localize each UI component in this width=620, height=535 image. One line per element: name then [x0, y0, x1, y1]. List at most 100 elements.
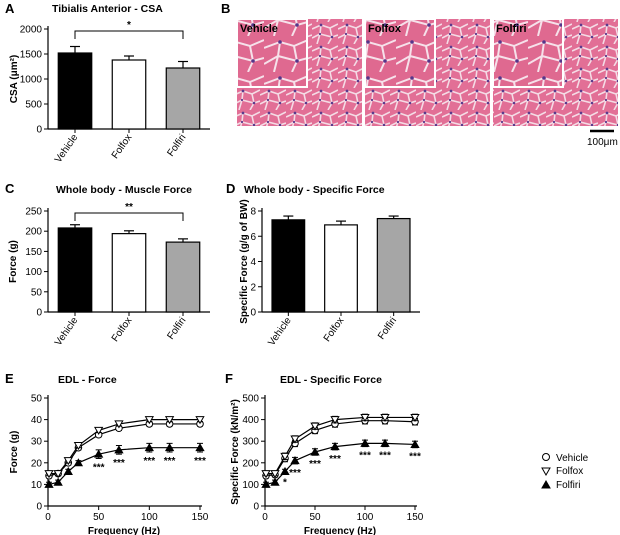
chart-e-xlabel: Frequency (Hz) [88, 526, 160, 535]
histology-image-vehicle [236, 18, 362, 126]
chart-f-ytick-label: 400 [242, 415, 259, 426]
chart-a-significance-bracket [74, 30, 184, 39]
chart-c-ytick-label: 250 [25, 207, 42, 218]
chart-f-significance-label: *** [309, 459, 321, 470]
chart-c-ytick-label: 150 [25, 247, 42, 258]
chart-f-point-folfox [261, 470, 271, 479]
chart-f-xtick-label: 50 [309, 512, 321, 523]
chart-a-ytick-label: 1000 [20, 75, 43, 86]
chart-e-ylabel: Force (g) [9, 431, 20, 474]
chart-a-category-label: Vehicle [53, 132, 81, 165]
chart-f-point-folfox [280, 452, 290, 461]
chart-e-ytick-label: 20 [31, 458, 43, 469]
chart-a-category-label: Folfiri [165, 132, 188, 158]
panel-letter-c: C [5, 181, 15, 196]
chart-f-xtick-label: 150 [407, 512, 424, 523]
chart-f-point-folfiri [270, 477, 280, 486]
legend-marker-folfiri [541, 479, 551, 489]
chart-c-category-label: Folfiri [165, 315, 188, 341]
chart-f-point-folfiri [280, 466, 290, 475]
chart-d-bar-vehicle [271, 219, 306, 313]
chart-f-point-folfox [410, 413, 420, 423]
chart-f-point-folfox [310, 422, 320, 431]
chart-e-point-folfox [114, 420, 124, 429]
scale-bar-label: 100μm [587, 137, 618, 148]
chart-e-xtick-label: 50 [93, 512, 105, 523]
chart-d-ytick-label: 2 [250, 282, 256, 293]
chart-f-point-folfox [270, 470, 280, 479]
chart-f-ytick-label: 300 [242, 437, 259, 448]
chart-e-point-folfiri [73, 458, 84, 467]
chart-f-xtick-label: 100 [357, 512, 374, 523]
chart-c-ytick-label: 0 [36, 308, 42, 319]
chart-f-point-folfiri [330, 441, 340, 451]
chart-a-ytick-label: 500 [25, 100, 42, 111]
chart-a-ytick-label: 2000 [20, 25, 43, 36]
chart-e-point-folfiri [94, 449, 104, 458]
chart-e-point-folfiri [63, 466, 73, 475]
panel-letter-a: A [5, 1, 15, 16]
chart-f-point-folfiri [310, 447, 320, 456]
chart-d-ytick-label: 8 [250, 207, 256, 218]
chart-c-category-label: Folfox [110, 315, 135, 344]
panel-letter-d: D [226, 181, 235, 196]
chart-f-ytick-label: 100 [242, 480, 259, 491]
chart-f-point-folfiri [360, 438, 370, 447]
legend-marker-folfox [541, 467, 551, 477]
panel-letter-e: E [5, 371, 14, 386]
chart-e-point-folfox [94, 426, 104, 436]
histology-label-folfiri: Folfiri [496, 23, 527, 35]
chart-e-point-folfiri [144, 443, 154, 452]
chart-edl-force: EDL - Force 0 10 20 30 40 50 0 50 100 150 Frequency… [9, 374, 209, 535]
chart-f-point-folfox [380, 413, 390, 423]
histology-label-vehicle: Vehicle [240, 23, 278, 35]
histology-label-folfox: Folfox [368, 23, 402, 35]
chart-f-significance-label: *** [289, 468, 301, 479]
chart-c-ytick-label: 100 [25, 267, 42, 278]
chart-f-ytick-label: 200 [242, 458, 259, 469]
histology-image-folfiri [492, 18, 618, 126]
chart-c-category-label: Vehicle [53, 315, 81, 348]
chart-f-ylabel: Specific Force (kN/m²) [230, 399, 241, 505]
chart-c-title: Whole body - Muscle Force [56, 184, 192, 196]
chart-a-bar-folfox [111, 59, 147, 130]
chart-e-point-folfiri [114, 445, 124, 454]
chart-d-title: Whole body - Specific Force [244, 184, 385, 196]
chart-e-point-folfiri [53, 477, 63, 486]
chart-f-ytick-label: 500 [242, 394, 259, 405]
chart-e-point-folfox [144, 416, 154, 425]
chart-d-category-label: Vehicle [266, 315, 294, 348]
chart-e-point-folfox [53, 470, 63, 479]
chart-f-point-folfox [290, 435, 300, 444]
chart-e-ytick-label: 40 [31, 415, 43, 426]
chart-f-significance-label: *** [359, 451, 371, 462]
chart-e-significance-label: *** [93, 462, 105, 473]
chart-e-point-folfox [195, 416, 205, 425]
chart-c-ytick-label: 200 [25, 227, 42, 238]
chart-f-ytick-label: 0 [253, 502, 259, 513]
chart-f-point-folfiri [290, 456, 300, 465]
chart-specific-force: Whole body - Specific Force 0 2 4 6 8Specific… [239, 184, 420, 348]
chart-a-ylabel: CSA (μm²) [9, 55, 20, 104]
legend-label-folfiri: Folfiri [556, 480, 580, 491]
chart-e-point-folfox [44, 470, 54, 479]
legend-label-vehicle: Vehicle [556, 453, 589, 464]
chart-e-xtick-label: 100 [141, 512, 158, 523]
chart-e-point-folfiri [44, 479, 54, 488]
chart-d-ylabel: Specific Force (g/g of BW) [239, 199, 250, 323]
chart-e-significance-label: *** [164, 456, 176, 467]
chart-d-category-label: Folfiri [376, 315, 399, 341]
chart-f-point-folfox [360, 413, 370, 423]
chart-e-title: EDL - Force [58, 374, 117, 386]
chart-c-ytick-label: 50 [31, 287, 43, 298]
chart-a-ytick-label: 0 [36, 125, 42, 136]
panel-letter-f: F [225, 371, 233, 386]
chart-c-ylabel: Force (g) [8, 240, 19, 283]
chart-c-significance-bracket [74, 212, 184, 221]
chart-f-title: EDL - Specific Force [280, 374, 382, 386]
chart-edl-specific-force: EDL - Specific Force 0 100 200 300 400 500 0 50 1… [230, 374, 424, 535]
chart-e-ytick-label: 50 [31, 394, 43, 405]
histology-image-folfox [364, 18, 490, 126]
chart-c-bar-vehicle [57, 227, 93, 313]
